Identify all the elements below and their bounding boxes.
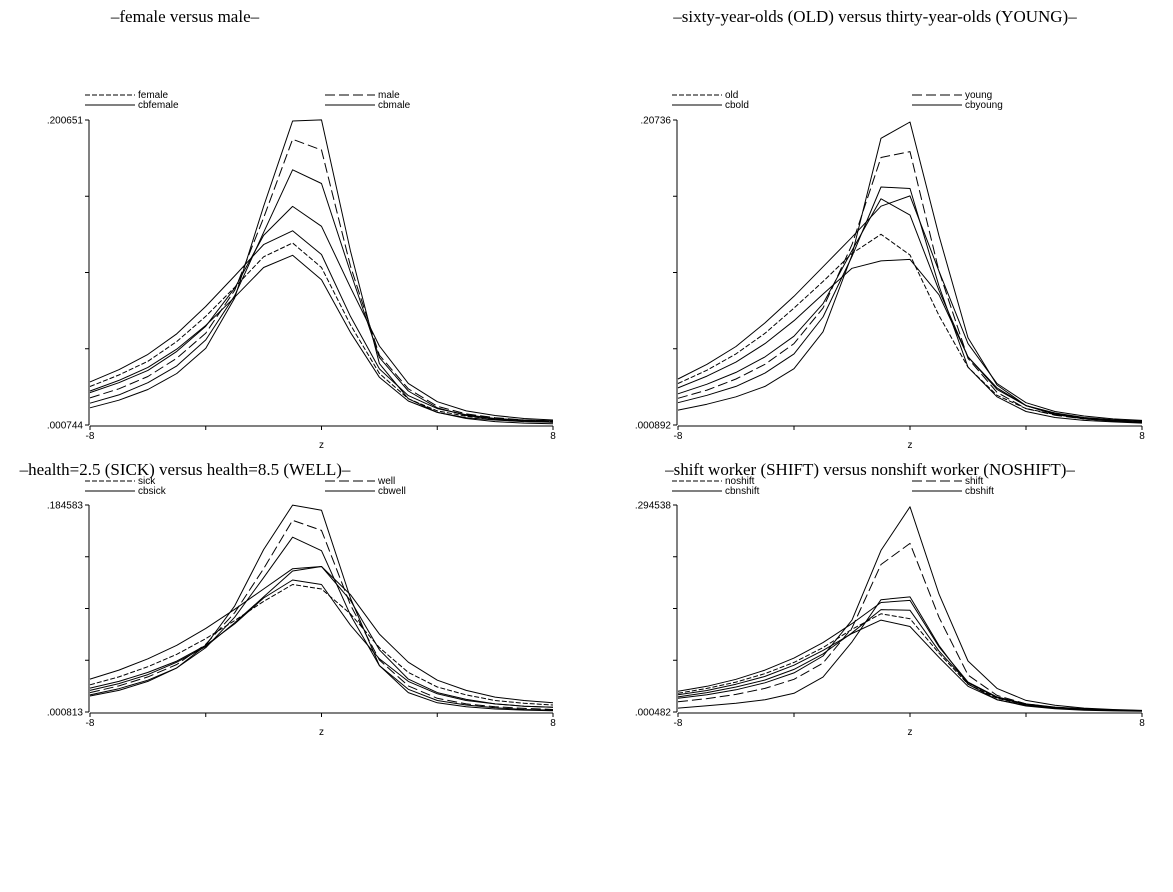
x-axis-label: z bbox=[908, 727, 913, 738]
chart-panel-3: –health=2.5 (SICK) versus health=8.5 (WE… bbox=[19, 460, 557, 738]
series-line-3 bbox=[677, 619, 1143, 712]
legend-label: cbshift bbox=[965, 486, 994, 497]
series-line-3 bbox=[89, 254, 554, 423]
series-line-3 bbox=[677, 258, 1143, 422]
series-line-7 bbox=[89, 119, 554, 425]
chart-title: –shift worker (SHIFT) versus nonshift wo… bbox=[664, 460, 1075, 479]
chart-panel-1: –female versus male– female male cbfemale cb… bbox=[47, 7, 556, 451]
y-tick-label: .000482 bbox=[635, 708, 672, 719]
x-tick-label: -8 bbox=[86, 718, 95, 729]
series-line-4 bbox=[89, 205, 554, 421]
legend-label: cbnshift bbox=[725, 486, 760, 497]
y-tick-label: .000813 bbox=[47, 708, 84, 719]
series-line-5 bbox=[89, 138, 554, 423]
chart-title: –sixty-year-olds (OLD) versus thirty-yea… bbox=[672, 7, 1077, 26]
x-tick-label: -8 bbox=[86, 431, 95, 442]
legend-label: shift bbox=[965, 476, 984, 487]
legend-label: female bbox=[138, 90, 168, 101]
y-tick-label: .294538 bbox=[635, 501, 672, 512]
legend-label: well bbox=[377, 476, 395, 487]
legend-label: cbfemale bbox=[138, 100, 179, 111]
y-tick-label: .000892 bbox=[635, 421, 672, 432]
series-line-6 bbox=[677, 596, 1143, 712]
series-line-4 bbox=[89, 566, 554, 708]
series-line-2 bbox=[89, 584, 554, 706]
legend-label: cbold bbox=[725, 100, 749, 111]
series-line-5 bbox=[677, 151, 1143, 423]
chart-panel-2: –sixty-year-olds (OLD) versus thirty-yea… bbox=[635, 7, 1145, 451]
series-line-5 bbox=[89, 519, 554, 710]
x-axis-label: z bbox=[319, 727, 324, 738]
legend-label: cbwell bbox=[378, 486, 406, 497]
series-line-2 bbox=[89, 242, 554, 423]
series-line-7 bbox=[89, 504, 554, 712]
x-tick-label: 8 bbox=[1139, 431, 1145, 442]
series-line-1 bbox=[89, 566, 554, 704]
legend-label: cbsick bbox=[138, 486, 167, 497]
series-line-5 bbox=[677, 542, 1143, 712]
series-line-1 bbox=[677, 195, 1143, 421]
chart-panel-4: –shift worker (SHIFT) versus nonshift wo… bbox=[635, 460, 1145, 738]
legend-label: young bbox=[965, 90, 992, 101]
y-tick-label: .184583 bbox=[47, 501, 84, 512]
x-tick-label: 8 bbox=[1139, 718, 1145, 729]
series-line-2 bbox=[677, 613, 1143, 712]
y-tick-label: .000744 bbox=[47, 421, 84, 432]
chart-title: –female versus male– bbox=[110, 7, 260, 26]
legend-label: noshift bbox=[725, 476, 755, 487]
series-line-4 bbox=[677, 198, 1143, 423]
series-line-3 bbox=[89, 579, 554, 708]
y-tick-label: .200651 bbox=[47, 116, 84, 127]
series-line-6 bbox=[89, 536, 554, 711]
x-tick-label: -8 bbox=[674, 718, 683, 729]
x-axis-label: z bbox=[908, 440, 913, 451]
x-axis-label: z bbox=[319, 440, 324, 451]
series-line-6 bbox=[89, 169, 554, 423]
legend-label: old bbox=[725, 90, 738, 101]
legend-label: male bbox=[378, 90, 400, 101]
x-tick-label: 8 bbox=[550, 431, 556, 442]
series-line-1 bbox=[677, 599, 1143, 712]
series-line-1 bbox=[89, 230, 554, 422]
series-line-4 bbox=[677, 609, 1143, 712]
series-line-7 bbox=[677, 506, 1143, 711]
legend-label: sick bbox=[138, 476, 156, 487]
y-tick-label: .20736 bbox=[640, 116, 671, 127]
legend-label: cbyoung bbox=[965, 100, 1003, 111]
series-line-7 bbox=[677, 121, 1143, 424]
chart-title: –health=2.5 (SICK) versus health=8.5 (WE… bbox=[19, 460, 351, 479]
x-tick-label: -8 bbox=[674, 431, 683, 442]
series-line-6 bbox=[677, 186, 1143, 424]
legend-label: cbmale bbox=[378, 100, 411, 111]
x-tick-label: 8 bbox=[550, 718, 556, 729]
